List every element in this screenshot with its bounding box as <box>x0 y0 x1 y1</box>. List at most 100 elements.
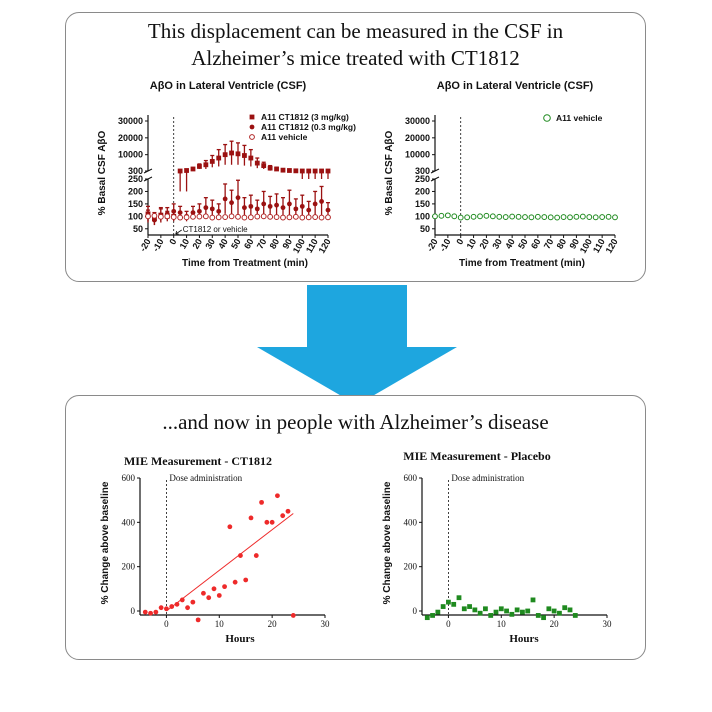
data-point <box>174 601 180 607</box>
x-tick-label: 0 <box>446 619 451 629</box>
data-point <box>312 168 318 174</box>
legend-label: A11 CT1812 (3 mg/kg) <box>261 112 349 122</box>
data-point <box>248 203 254 209</box>
data-point <box>451 213 458 220</box>
data-point <box>164 213 171 220</box>
data-point <box>280 214 286 221</box>
bottom-panel: ...and now in people with Alzheimer’s di… <box>65 395 646 660</box>
data-point <box>227 524 233 530</box>
y-tick-label: 0 <box>131 606 136 616</box>
data-point <box>534 213 541 220</box>
chart-title: MIE Measurement - Placebo <box>403 449 550 463</box>
arrow-shape <box>257 285 457 405</box>
data-point <box>451 601 457 607</box>
y-tick-label: 200 <box>404 562 418 572</box>
data-point <box>190 166 196 172</box>
x-tick-label: 20 <box>550 619 560 629</box>
data-point <box>157 213 164 220</box>
data-point <box>190 213 196 220</box>
chart-mie-placebo: MIE Measurement - Placebo 0 200 400 600 0 10 2… <box>362 448 622 648</box>
y-tick-label: 10000 <box>405 150 430 160</box>
data-point <box>259 499 264 505</box>
x-tick-label: 100 <box>291 237 307 255</box>
data-point <box>254 213 261 220</box>
y-tick-label: 400 <box>122 517 136 527</box>
data-point <box>216 155 222 161</box>
data-point <box>280 513 286 519</box>
data-point <box>554 214 561 221</box>
data-point <box>275 493 280 499</box>
data-point <box>170 214 177 220</box>
x-tick-label: 10 <box>465 237 479 251</box>
y-tick-label: 50 <box>133 224 143 234</box>
y-tick-label: 200 <box>122 562 136 572</box>
chart-csf-treated-svg: AβO in Lateral Ventricle (CSF) 300002000… <box>97 80 356 269</box>
data-point <box>164 606 169 612</box>
chart-title: MIE Measurement - CT1812 <box>124 454 272 468</box>
data-point <box>152 217 157 223</box>
x-tick-label: 0 <box>167 237 178 246</box>
top-panel-title-line1: This displacement can be measured in the… <box>147 19 564 43</box>
data-point <box>496 213 503 220</box>
bottom-panel-title: ...and now in people with Alzheimer’s di… <box>162 410 549 434</box>
down-arrow-icon <box>257 285 457 405</box>
x-tick-label: 80 <box>555 237 569 251</box>
x-tick-label: -10 <box>150 237 165 253</box>
annotation-arrow <box>175 229 182 235</box>
plot-area: 0 200 400 600 0 10 20 30 Dose administration <box>122 473 331 629</box>
x-tick-label: 60 <box>529 237 543 251</box>
x-tick-label: 30 <box>603 619 613 629</box>
x-tick-label: 50 <box>516 237 530 251</box>
data-point <box>171 208 177 214</box>
y-tick-label: 400 <box>404 517 418 527</box>
data-point <box>525 608 531 614</box>
x-axis-label: Hours <box>225 633 255 645</box>
x-tick-label: 70 <box>255 237 269 251</box>
x-tick-label: 70 <box>542 237 556 251</box>
data-point <box>274 166 279 172</box>
y-tick-label: 300 <box>415 166 430 176</box>
data-point <box>477 213 483 220</box>
data-point <box>435 609 441 615</box>
data-point <box>306 207 312 213</box>
x-tick-label: 0 <box>164 619 169 629</box>
y-tick-label: 10000 <box>118 150 143 160</box>
data-point <box>261 201 267 207</box>
y-axis-label: % Basal CSF AβO <box>384 130 395 215</box>
y-tick-label: 200 <box>415 186 430 196</box>
data-point <box>567 214 573 221</box>
x-tick-label: 40 <box>503 237 517 251</box>
data-point <box>249 124 255 130</box>
top-panel-title-line2: Alzheimer’s mice treated with CT1812 <box>191 46 520 70</box>
y-axis-label: % Change above baseline <box>100 481 111 604</box>
data-point <box>546 606 552 612</box>
data-point <box>605 213 612 220</box>
data-point <box>190 210 196 216</box>
y-axis-label: % Basal CSF AβO <box>97 130 108 215</box>
x-tick-label: 10 <box>178 237 192 251</box>
x-tick-label: 20 <box>268 619 278 629</box>
data-point <box>456 595 462 601</box>
data-point <box>280 167 286 173</box>
x-axis-label: Time from Treatment (min) <box>182 258 308 269</box>
data-point <box>541 214 548 220</box>
data-point <box>477 610 483 616</box>
data-point <box>216 208 222 214</box>
data-point <box>528 214 535 221</box>
data-point <box>299 203 305 209</box>
data-point <box>541 615 546 621</box>
x-tick-label: -10 <box>437 237 452 253</box>
data-point <box>483 606 488 612</box>
data-point <box>543 114 551 122</box>
data-point <box>562 605 568 611</box>
data-point <box>432 213 438 220</box>
data-point <box>586 214 593 220</box>
y-tick-label: 250 <box>415 174 430 184</box>
data-point <box>177 168 183 174</box>
data-point <box>572 613 578 618</box>
data-point <box>153 609 159 615</box>
data-point <box>285 508 291 514</box>
data-point <box>190 599 196 605</box>
